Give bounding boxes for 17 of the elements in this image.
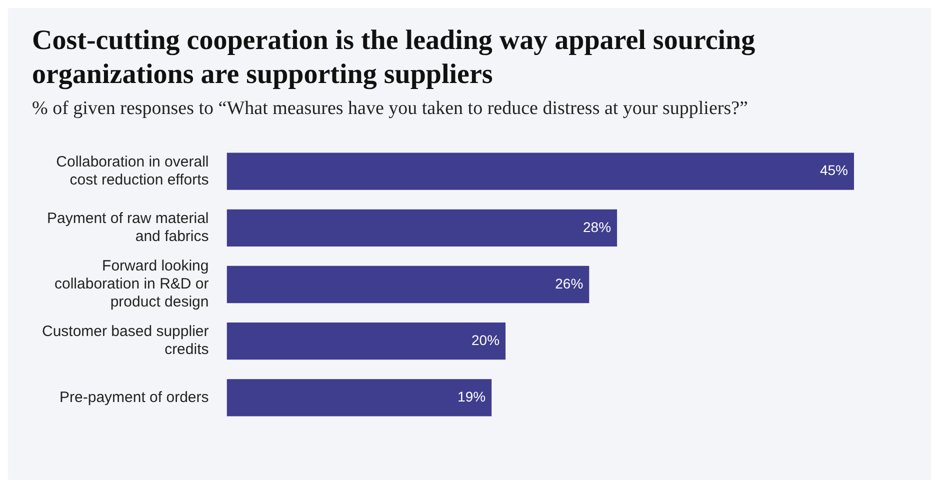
data-label: 19% xyxy=(458,388,486,405)
y-tick-label: Payment of raw material and fabrics xyxy=(47,210,209,246)
data-label: 28% xyxy=(583,218,612,235)
data-label: 26% xyxy=(555,275,584,292)
bar xyxy=(226,379,492,416)
bar xyxy=(226,322,506,360)
y-tick-label: Customer based supplier credits xyxy=(42,323,209,358)
chart-title: Cost-cutting cooperation is the leading way apparel sourcing organizations are supporting suppliers xyxy=(32,24,756,92)
bar xyxy=(226,209,618,246)
y-tick-label: Pre-payment of orders xyxy=(60,388,209,406)
bar xyxy=(226,266,590,304)
data-label: 20% xyxy=(471,332,500,348)
chart-subtitle: % of given responses to “What measures have you taken to reduce distress at your suppliers?” xyxy=(32,98,749,120)
bar xyxy=(226,152,854,190)
y-tick-label: Forward looking collaboration in R&D or product design xyxy=(54,258,209,311)
y-tick-label: Collaboration in overall cost reduction efforts xyxy=(56,153,209,188)
data-label: 45% xyxy=(820,162,848,178)
